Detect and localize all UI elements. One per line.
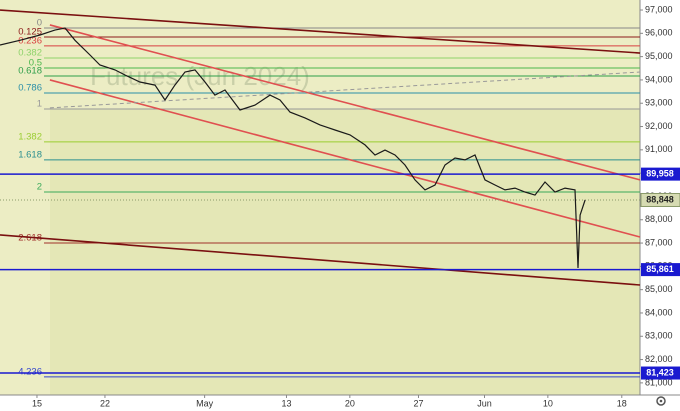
price-label: 81,423 bbox=[646, 367, 674, 377]
fib-label: 1 bbox=[37, 99, 42, 110]
settings-icon[interactable] bbox=[656, 396, 666, 406]
fib-label: 2 bbox=[37, 182, 42, 193]
shaded-zone bbox=[50, 109, 640, 395]
y-tick-label: 95,000 bbox=[645, 51, 673, 61]
y-tick-label: 88,000 bbox=[645, 214, 673, 224]
y-tick-label: 84,000 bbox=[645, 307, 673, 317]
trend-line bbox=[0, 9, 641, 54]
y-tick-label: 85,000 bbox=[645, 284, 673, 294]
fib-label: 0.5 bbox=[29, 58, 42, 69]
current-price-label: 88,848 bbox=[646, 194, 674, 204]
fib-label: 0.382 bbox=[18, 48, 42, 59]
x-tick-label: 22 bbox=[100, 398, 110, 408]
y-tick-label: 97,000 bbox=[645, 4, 673, 14]
price-label-box bbox=[641, 263, 680, 277]
current-price-box bbox=[640, 192, 680, 207]
y-tick-label: 96,000 bbox=[645, 28, 673, 38]
x-tick-label: 13 bbox=[281, 398, 291, 408]
trend-line bbox=[49, 79, 641, 238]
x-tick-label: 10 bbox=[543, 398, 553, 408]
price-label: 85,861 bbox=[646, 264, 674, 274]
price-label-box bbox=[641, 167, 680, 181]
trend-line bbox=[49, 71, 641, 109]
y-tick-label: 87,000 bbox=[645, 237, 673, 247]
fib-label: 0 bbox=[37, 17, 42, 28]
price-label-box bbox=[641, 366, 680, 380]
fib-label: 0.786 bbox=[18, 82, 42, 93]
x-tick-label: 20 bbox=[345, 398, 355, 408]
trend-line bbox=[49, 24, 641, 181]
fib-label: 1.618 bbox=[18, 149, 42, 160]
fib-label: 4.236 bbox=[18, 366, 42, 377]
y-tick-label: 94,000 bbox=[645, 74, 673, 84]
y-tick-label: 81,000 bbox=[645, 377, 673, 387]
price-label: 89,958 bbox=[646, 169, 674, 179]
y-tick-label: 83,000 bbox=[645, 331, 673, 341]
fib-label: 0.618 bbox=[18, 65, 42, 76]
fib-label: 1.382 bbox=[18, 131, 42, 142]
y-tick-label: 82,000 bbox=[645, 354, 673, 364]
trend-line bbox=[0, 234, 641, 286]
x-tick-label: 15 bbox=[32, 398, 42, 408]
x-tick-label: 18 bbox=[617, 398, 627, 408]
fib-label: 0.125 bbox=[18, 27, 42, 38]
x-tick-label: 27 bbox=[413, 398, 423, 408]
y-tick-label: 92,000 bbox=[645, 121, 673, 131]
x-tick-label: Jun bbox=[477, 398, 492, 408]
fib-label: 0.236 bbox=[18, 35, 42, 46]
price-line bbox=[0, 27, 586, 269]
x-tick-label: May bbox=[196, 398, 214, 408]
y-tick-label: 91,000 bbox=[645, 144, 673, 154]
y-tick-label: 93,000 bbox=[645, 98, 673, 108]
